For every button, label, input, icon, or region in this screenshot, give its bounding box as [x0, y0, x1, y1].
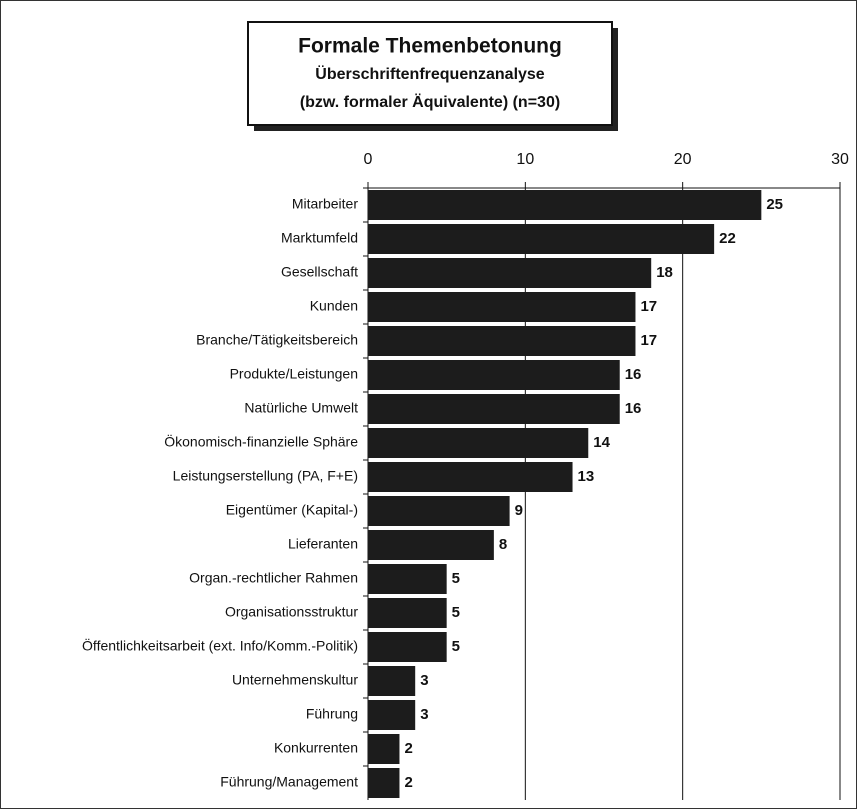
bar: [368, 292, 636, 322]
bar: [368, 394, 620, 424]
bar: [368, 564, 447, 594]
y-tick-label: Leistungserstellung (PA, F+E): [173, 468, 358, 484]
value-label: 13: [578, 468, 595, 485]
y-tick-label: Öffentlichkeitsarbeit (ext. Info/Komm.-P…: [82, 637, 358, 654]
value-label: 8: [499, 536, 507, 553]
y-tick-label: Ökonomisch-finanzielle Sphäre: [164, 433, 358, 450]
bar: [368, 462, 573, 492]
value-label: 17: [640, 332, 657, 349]
value-label: 17: [640, 298, 657, 315]
bar: [368, 428, 589, 458]
y-tick-label: Branche/Tätigkeitsbereich: [196, 332, 358, 348]
y-tick-label: Lieferanten: [288, 536, 358, 552]
y-tick-label: Führung: [306, 706, 358, 722]
value-label: 2: [404, 740, 412, 757]
x-tick-label: 20: [674, 151, 692, 168]
y-tick-label: Konkurrenten: [274, 740, 358, 756]
y-tick-label: Kunden: [310, 298, 358, 314]
value-label: 9: [515, 502, 523, 519]
value-label: 3: [420, 706, 428, 723]
x-tick-label: 0: [364, 151, 373, 168]
bar: [368, 530, 494, 560]
value-label: 5: [452, 604, 460, 621]
bar: [368, 734, 400, 764]
value-label: 2: [404, 774, 412, 791]
title-box: [247, 21, 613, 126]
x-tick-label: 10: [516, 151, 534, 168]
value-label: 5: [452, 570, 460, 587]
bar: [368, 666, 416, 696]
value-label: 5: [452, 638, 460, 655]
value-label: 22: [719, 230, 736, 247]
bar: [368, 360, 620, 390]
chart-title: Formale Themenbetonung: [298, 35, 562, 58]
y-tick-label: Produkte/Leistungen: [230, 366, 358, 382]
bar: [368, 598, 447, 628]
value-label: 16: [625, 400, 642, 417]
value-label: 3: [420, 672, 428, 689]
bar: [368, 326, 636, 356]
bar: [368, 258, 652, 288]
bar: [368, 768, 400, 798]
chart-subtitle: (bzw. formaler Äquivalente) (n=30): [300, 93, 560, 111]
y-tick-label: Gesellschaft: [281, 264, 358, 280]
y-tick-label: Natürliche Umwelt: [244, 400, 358, 416]
y-tick-label: Unternehmenskultur: [232, 672, 358, 688]
y-tick-label: Mitarbeiter: [292, 196, 358, 212]
bar: [368, 700, 416, 730]
bar: [368, 224, 715, 254]
y-tick-label: Eigentümer (Kapital-): [226, 502, 358, 518]
value-label: 25: [766, 196, 783, 213]
bar: [368, 190, 762, 220]
value-label: 16: [625, 366, 642, 383]
y-tick-label: Marktumfeld: [281, 230, 358, 246]
chart-subtitle: Überschriftenfrequenzanalyse: [315, 64, 545, 83]
x-tick-label: 30: [831, 151, 849, 168]
value-label: 14: [593, 434, 610, 451]
y-tick-label: Führung/Management: [220, 774, 358, 790]
y-tick-label: Organisationsstruktur: [225, 604, 358, 620]
bar: [368, 496, 510, 526]
value-label: 18: [656, 264, 673, 281]
y-tick-label: Organ.-rechtlicher Rahmen: [189, 570, 358, 586]
bar: [368, 632, 447, 662]
